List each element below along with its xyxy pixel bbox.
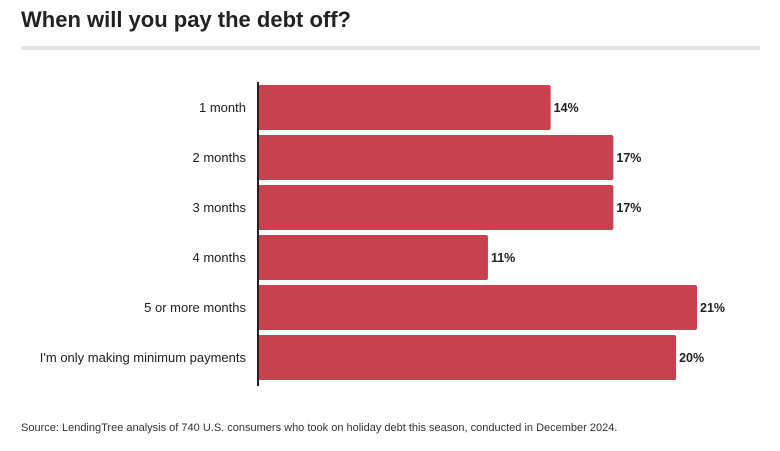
bar-1 bbox=[258, 135, 614, 180]
category-label-1: 2 months bbox=[193, 150, 247, 165]
bar-4 bbox=[258, 285, 697, 330]
value-label-2: 17% bbox=[616, 201, 641, 215]
title-divider bbox=[21, 46, 760, 50]
category-label-0: 1 month bbox=[199, 100, 246, 115]
chart-title: When will you pay the debt off? bbox=[21, 7, 351, 32]
category-label-2: 3 months bbox=[193, 200, 247, 215]
value-label-4: 21% bbox=[700, 301, 725, 315]
category-label-4: 5 or more months bbox=[144, 300, 246, 315]
value-label-3: 11% bbox=[491, 251, 515, 265]
bar-5 bbox=[258, 335, 677, 380]
bar-3 bbox=[258, 235, 488, 280]
value-label-5: 20% bbox=[679, 351, 704, 365]
source-note: Source: LendingTree analysis of 740 U.S.… bbox=[21, 422, 618, 434]
category-labels-group: 1 month 2 months 3 months 4 months 5 or more… bbox=[40, 100, 247, 365]
value-label-1: 17% bbox=[616, 151, 641, 165]
category-label-3: 4 months bbox=[193, 250, 247, 265]
value-label-0: 14% bbox=[554, 101, 579, 115]
category-label-5: I'm only making minimum payments bbox=[40, 350, 247, 365]
value-labels-group: 14% 17% 17% 11% 21% 20% bbox=[491, 101, 725, 365]
bar-2 bbox=[258, 185, 614, 230]
bars-group bbox=[258, 85, 697, 380]
bar-0 bbox=[258, 85, 551, 130]
